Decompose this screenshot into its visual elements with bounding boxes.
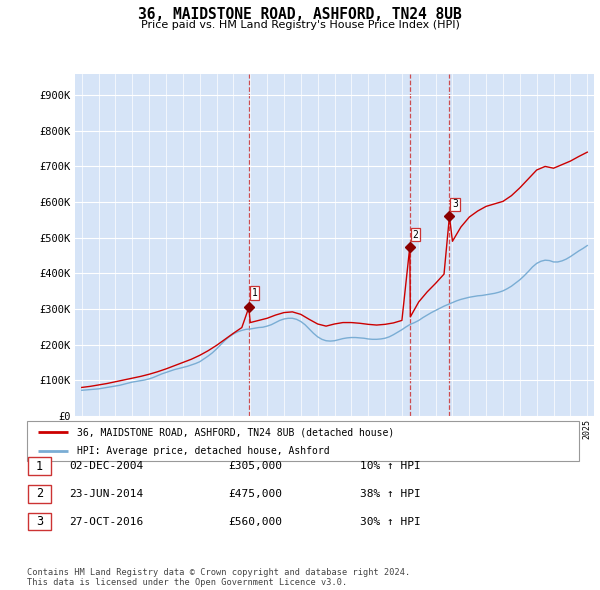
Text: Contains HM Land Registry data © Crown copyright and database right 2024.
This d: Contains HM Land Registry data © Crown c… xyxy=(27,568,410,587)
Text: 1: 1 xyxy=(251,288,257,298)
Text: 36, MAIDSTONE ROAD, ASHFORD, TN24 8UB: 36, MAIDSTONE ROAD, ASHFORD, TN24 8UB xyxy=(138,7,462,22)
Text: HPI: Average price, detached house, Ashford: HPI: Average price, detached house, Ashf… xyxy=(77,447,329,456)
Text: £305,000: £305,000 xyxy=(228,461,282,471)
Text: 2: 2 xyxy=(36,487,43,500)
Text: 2: 2 xyxy=(412,230,418,240)
Text: 02-DEC-2004: 02-DEC-2004 xyxy=(69,461,143,471)
Text: 36, MAIDSTONE ROAD, ASHFORD, TN24 8UB (detached house): 36, MAIDSTONE ROAD, ASHFORD, TN24 8UB (d… xyxy=(77,428,394,438)
Text: 10% ↑ HPI: 10% ↑ HPI xyxy=(360,461,421,471)
Text: 27-OCT-2016: 27-OCT-2016 xyxy=(69,517,143,526)
Text: 38% ↑ HPI: 38% ↑ HPI xyxy=(360,489,421,499)
Text: 30% ↑ HPI: 30% ↑ HPI xyxy=(360,517,421,526)
Text: £475,000: £475,000 xyxy=(228,489,282,499)
Text: Price paid vs. HM Land Registry's House Price Index (HPI): Price paid vs. HM Land Registry's House … xyxy=(140,20,460,30)
Text: 23-JUN-2014: 23-JUN-2014 xyxy=(69,489,143,499)
Text: 3: 3 xyxy=(452,199,458,209)
Text: £560,000: £560,000 xyxy=(228,517,282,526)
Text: 3: 3 xyxy=(36,515,43,528)
Text: 1: 1 xyxy=(36,460,43,473)
